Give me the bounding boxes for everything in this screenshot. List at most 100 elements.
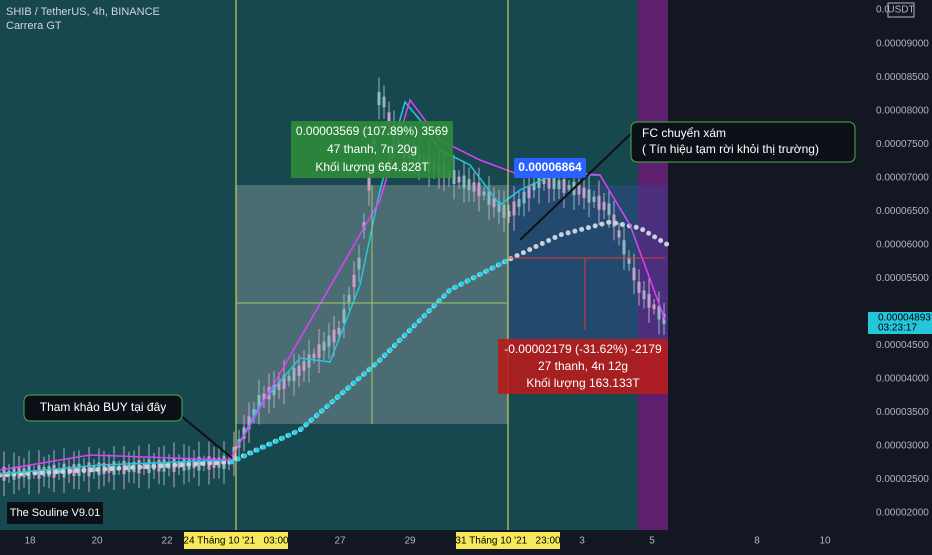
candle (297, 365, 301, 376)
price-label: 0.00005500 (876, 273, 929, 284)
time-label: 3 (579, 536, 585, 547)
trend-dots-cyan (229, 257, 511, 465)
candle (522, 191, 526, 204)
price-tag-text: 0.00006864 (518, 160, 582, 174)
candle (22, 468, 26, 478)
candle (162, 459, 166, 472)
candle (582, 187, 586, 198)
candle (532, 182, 536, 191)
price-label: 0.00004000 (876, 374, 929, 385)
candle (502, 204, 506, 218)
candle (247, 416, 251, 430)
candle (327, 335, 331, 347)
candle (317, 344, 321, 358)
loss-text: -0.00002179 (-31.62%) -2179 (504, 342, 662, 356)
price-axis (868, 0, 932, 550)
loss-text: Khối lượng 163.133T (526, 376, 640, 390)
callout-text: Tham khảo BUY tại đây (40, 400, 167, 414)
candle (387, 112, 391, 122)
candle (507, 211, 511, 217)
candle (512, 201, 516, 216)
candle (342, 309, 346, 323)
candle (302, 361, 306, 371)
currency-text: USDT (887, 5, 914, 16)
price-tag (514, 158, 586, 178)
candle (587, 189, 591, 203)
candle (332, 329, 336, 343)
candle (212, 457, 216, 468)
callout-text: FC chuyển xám (642, 126, 726, 140)
time-marker-text: 31 Tháng 10 '21 23:00 (455, 536, 561, 547)
time-label: 20 (91, 536, 103, 547)
candle (382, 96, 386, 108)
candle (277, 381, 281, 390)
candle (472, 182, 476, 192)
candle (107, 463, 111, 473)
candle (632, 267, 636, 281)
candle (337, 327, 341, 335)
candle (492, 197, 496, 208)
candle (462, 175, 466, 189)
time-marker (456, 532, 560, 549)
strategy-text: The Souline V9.01 (10, 507, 101, 519)
gain-box (291, 121, 453, 178)
last-price-tag (868, 312, 932, 334)
candle (612, 214, 616, 227)
gain-text: Khối lượng 664.828T (315, 160, 429, 174)
price-label: 0.00006500 (876, 206, 929, 217)
time-marker-text: 24 Tháng 10 '21 03:00 (183, 536, 289, 547)
callout-arrow (519, 124, 641, 241)
candle (287, 375, 291, 381)
price-label: 0.00008000 (876, 106, 929, 117)
price-label: 0.00003000 (876, 441, 929, 452)
candle (347, 294, 351, 303)
candle (377, 91, 381, 106)
candle (557, 180, 561, 190)
candle (527, 185, 531, 199)
candle (562, 179, 566, 193)
candle (652, 304, 656, 310)
candle (542, 177, 546, 185)
candle (282, 375, 286, 389)
callout-text: ( Tín hiệu tạm rời khỏi thị trường) (642, 142, 819, 156)
price-label: 0.00007500 (876, 139, 929, 150)
loss-text: 27 thanh, 4n 12g (538, 359, 628, 373)
candle (37, 465, 41, 479)
price-label: 0.00002000 (876, 508, 929, 519)
price-label: 0.00008500 (876, 72, 929, 83)
buy-callout (23, 394, 183, 422)
candle (642, 290, 646, 300)
candle (352, 274, 356, 288)
loss-box (498, 339, 668, 394)
candle (142, 463, 146, 470)
price-label: 0.0 (876, 5, 890, 16)
price-label: 0.00004500 (876, 340, 929, 351)
time-label: 8 (754, 536, 760, 547)
candle (567, 185, 571, 190)
candle (452, 170, 456, 184)
time-label: 29 (404, 536, 416, 547)
candle (477, 182, 481, 197)
time-marker (184, 532, 288, 549)
price-label: 0.00002500 (876, 474, 929, 485)
time-label: 22 (161, 536, 173, 547)
strategy-label (7, 502, 103, 524)
candle (367, 176, 371, 191)
candle (92, 465, 96, 473)
candle (497, 201, 501, 213)
range-box-blue (508, 185, 638, 345)
currency (887, 2, 915, 18)
candle (357, 257, 361, 270)
price-label: 0.00009000 (876, 39, 929, 50)
gain-text: 0.00003569 (107.89%) 3569 (296, 124, 448, 138)
candle (657, 306, 661, 320)
time-label: 10 (819, 536, 831, 547)
candle (647, 293, 651, 308)
candle (552, 177, 556, 190)
candle (252, 409, 256, 416)
indicator: Carrera GT (6, 20, 62, 32)
candle (127, 462, 131, 473)
candle (482, 191, 486, 196)
candle (72, 464, 76, 477)
